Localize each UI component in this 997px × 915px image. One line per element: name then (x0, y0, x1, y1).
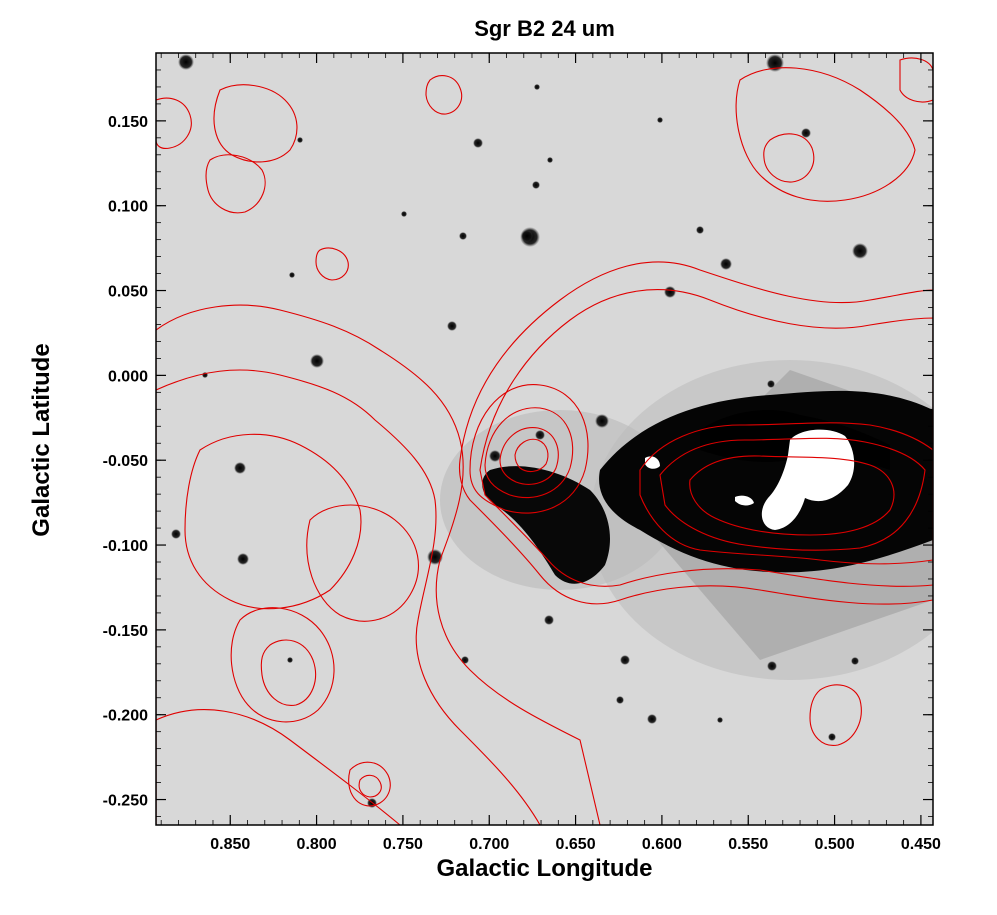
x-tick-label: 0.800 (297, 836, 337, 853)
point-source (616, 696, 624, 704)
x-tick-label: 0.700 (469, 836, 509, 853)
y-axis: 0.150 0.100 0.050 0.000 -0.050 -0.100 -0.150 -0… (103, 69, 933, 817)
chart-title: Sgr B2 24 um (474, 16, 615, 41)
y-tick-label: -0.200 (103, 708, 148, 725)
point-source (459, 232, 467, 240)
point-source (535, 430, 545, 440)
point-source (767, 380, 775, 388)
point-source (720, 258, 732, 270)
point-source (544, 615, 554, 625)
y-tick-label: 0.100 (108, 199, 148, 216)
point-source (696, 226, 704, 234)
point-source (461, 656, 469, 664)
point-source (178, 54, 194, 70)
point-source (801, 128, 811, 138)
x-axis-label: Galactic Longitude (436, 855, 653, 882)
point-source (717, 717, 723, 723)
x-tick-label: 0.550 (728, 836, 768, 853)
y-tick-label: -0.250 (103, 793, 148, 810)
point-source (401, 211, 407, 217)
point-source (447, 321, 457, 331)
point-source (851, 657, 859, 665)
point-source (237, 553, 249, 565)
y-tick-label: 0.000 (108, 368, 148, 385)
grayscale-image (156, 53, 933, 825)
point-source (595, 414, 609, 428)
point-source (289, 272, 295, 278)
point-source (664, 286, 676, 298)
x-tick-label: 0.650 (556, 836, 596, 853)
point-source (234, 462, 246, 474)
y-tick-label: 0.050 (108, 284, 148, 301)
saturated-core (761, 429, 855, 530)
x-axis: 0.850 0.800 0.750 0.700 0.650 0.600 0.550 0.500… (160, 53, 941, 853)
x-tick-label: 0.850 (210, 836, 250, 853)
plot-frame (155, 52, 934, 826)
point-source (532, 181, 540, 189)
point-source (473, 138, 483, 148)
point-source (521, 230, 533, 242)
point-source (620, 655, 630, 665)
y-tick-label: -0.100 (103, 538, 148, 555)
x-tick-label: 0.500 (815, 836, 855, 853)
x-tick-label: 0.450 (901, 836, 941, 853)
contour-lines (156, 57, 933, 825)
point-source (310, 354, 324, 368)
point-source (547, 157, 553, 163)
point-source (852, 243, 868, 259)
x-tick-label: 0.600 (642, 836, 682, 853)
y-tick-label: -0.150 (103, 623, 148, 640)
point-source (657, 117, 663, 123)
y-tick-label: -0.050 (103, 453, 148, 470)
point-source (534, 84, 540, 90)
point-source (287, 657, 293, 663)
x-tick-label: 0.750 (383, 836, 423, 853)
point-source (489, 450, 501, 462)
point-source (647, 714, 657, 724)
point-source (171, 529, 181, 539)
y-tick-label: 0.150 (108, 114, 148, 131)
point-source (767, 661, 777, 671)
point-source (297, 137, 303, 143)
point-source (828, 733, 836, 741)
y-axis-label: Galactic Latitude (28, 343, 55, 537)
